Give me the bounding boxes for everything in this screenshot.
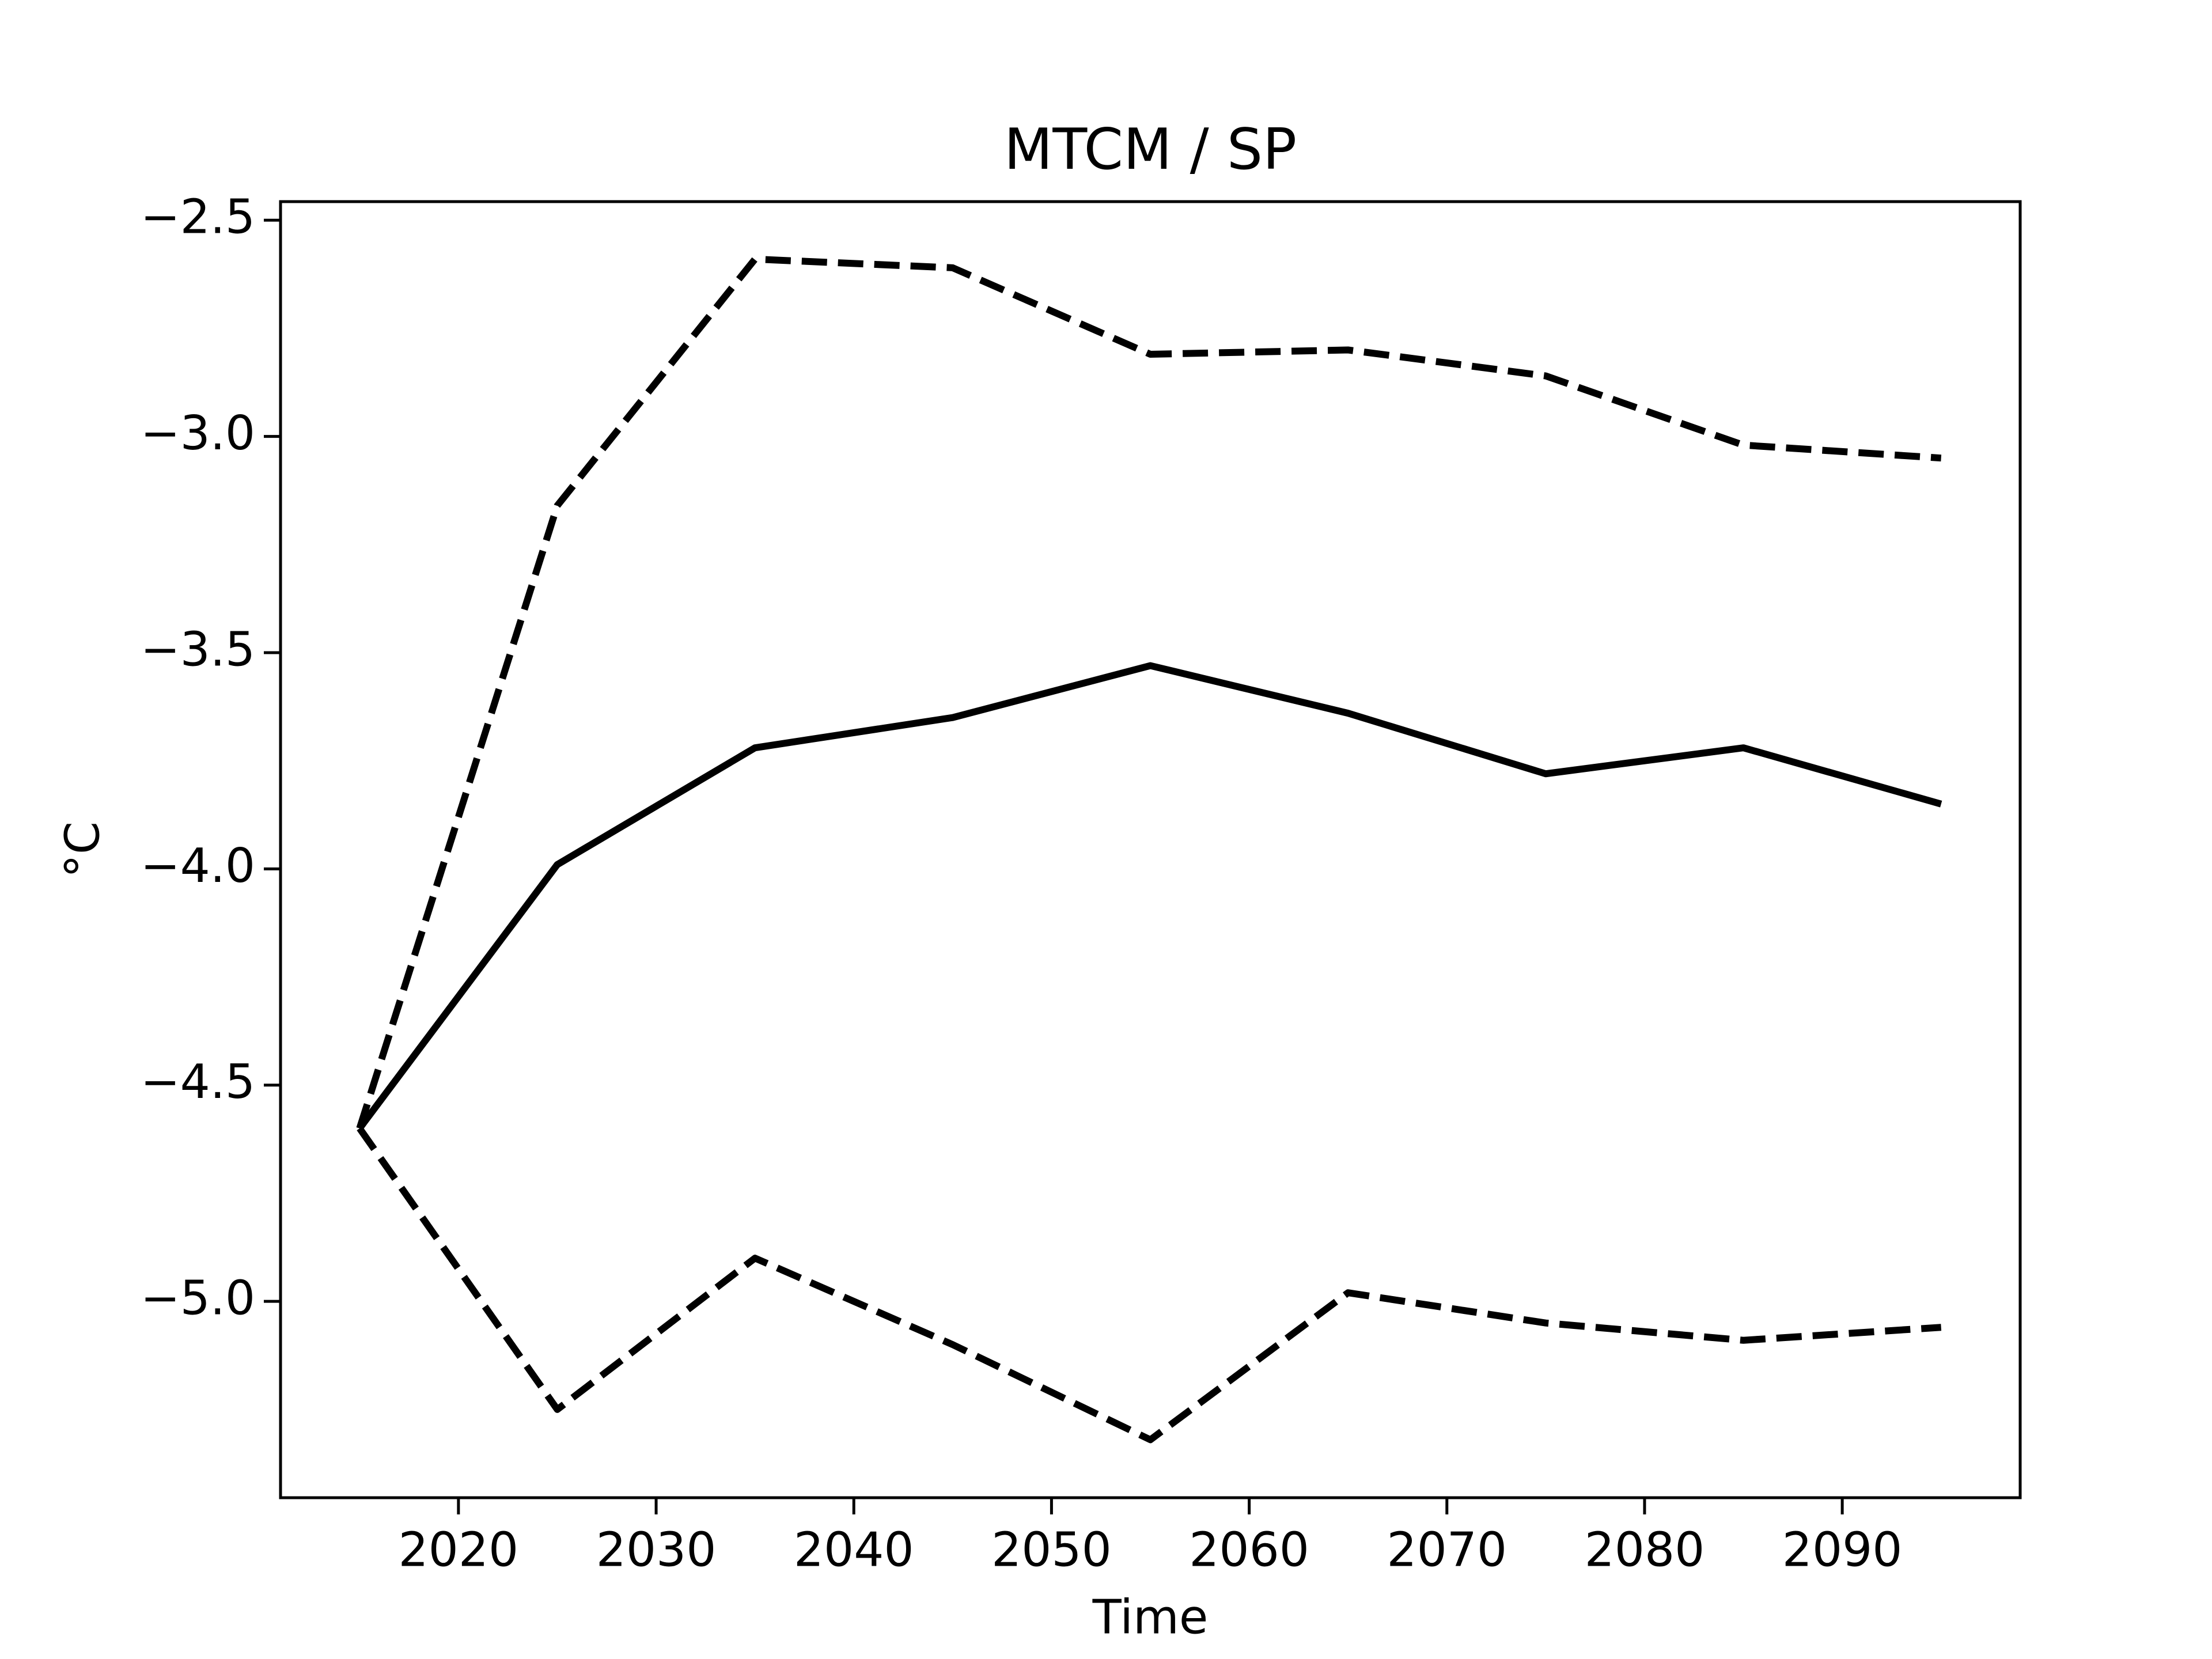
data-line	[357, 662, 1942, 1131]
y-tick-label: −4.5	[141, 1055, 255, 1109]
chart-title: MTCM / SP	[1004, 117, 1297, 183]
y-tick-label: −3.5	[141, 622, 255, 677]
y-tick-label: −4.0	[141, 839, 255, 893]
x-tick-label: 2090	[1782, 1522, 1903, 1577]
y-tick-label: −5.0	[141, 1271, 255, 1326]
data-line	[357, 1126, 1942, 1444]
y-axis-label: °C	[55, 821, 110, 878]
x-tick-label: 2060	[1189, 1522, 1309, 1577]
x-tick-label: 2070	[1387, 1522, 1507, 1577]
x-axis-label: Time	[1092, 1590, 1209, 1645]
plot-frame	[279, 200, 2022, 1499]
x-tick-label: 2050	[991, 1522, 1112, 1577]
x-tick-label: 2020	[399, 1522, 519, 1577]
y-tick-label: −2.5	[141, 190, 255, 245]
x-tick-label: 2080	[1585, 1522, 1705, 1577]
x-tick-label: 2040	[794, 1522, 914, 1577]
x-tick-label: 2030	[596, 1522, 717, 1577]
data-line	[356, 255, 1942, 1130]
y-tick-label: −3.0	[141, 406, 255, 461]
